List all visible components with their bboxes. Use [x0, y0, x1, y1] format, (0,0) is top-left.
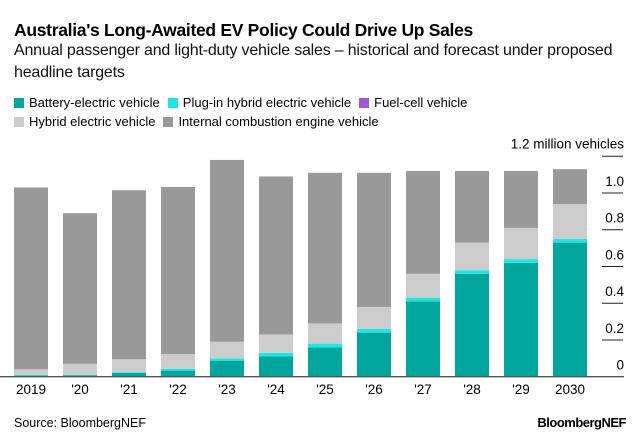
x-tick-label: '23: [218, 382, 236, 397]
legend-item: Battery-electric vehicle: [14, 94, 160, 112]
bar-segment: [553, 242, 587, 377]
bar-segment: [406, 297, 440, 302]
legend-label: Hybrid electric vehicle: [29, 114, 156, 129]
bar-segment: [308, 343, 342, 348]
legend-item: Fuel-cell vehicle: [359, 94, 467, 112]
bar-segment: [210, 358, 244, 361]
legend-swatch: [14, 117, 24, 127]
bar-segment: [455, 273, 489, 377]
x-tick-label: '26: [365, 382, 383, 397]
legend-swatch: [359, 98, 370, 108]
x-tick-label: 2030: [555, 382, 585, 397]
x-tick-label: '21: [120, 382, 138, 397]
legend-swatch: [163, 117, 174, 127]
legend-item: Hybrid electric vehicle: [14, 113, 155, 131]
y-tick-label: 1.0: [605, 174, 624, 189]
bar-segment: [357, 172, 391, 307]
chart-subtitle: Annual passenger and light-duty vehicle …: [14, 42, 613, 81]
y-tick-label: 0: [616, 358, 624, 373]
legend-swatch: [14, 98, 24, 108]
bar-segment: [357, 306, 391, 329]
bar-segment: [308, 347, 342, 377]
bar-segment: [406, 273, 440, 298]
source-note: Source: BloombergNEF: [14, 416, 147, 430]
legend-label: Internal combustion engine vehicle: [178, 114, 379, 129]
bar-segment: [14, 187, 48, 370]
bar-segment: [553, 204, 587, 239]
legend-label: Fuel-cell vehicle: [374, 95, 468, 110]
bar-segment: [553, 169, 587, 205]
bar-segment: [63, 374, 97, 376]
bar-segment: [259, 176, 293, 335]
bar-segment: [504, 170, 538, 228]
x-tick-label: '28: [463, 382, 481, 397]
bar-segment: [553, 238, 587, 243]
y-tick-label: 0.6: [605, 247, 624, 262]
bar-segment: [455, 242, 489, 271]
bar-segment: [406, 301, 440, 377]
bar-segment: [161, 354, 195, 369]
y-axis-label: 1.2 million vehicles: [511, 136, 625, 151]
x-tick-label: '29: [512, 382, 530, 397]
bar-segment: [357, 332, 391, 377]
x-tick-label: '27: [414, 382, 432, 397]
legend-label: Battery-electric vehicle: [29, 95, 160, 110]
bar-segment: [14, 369, 48, 375]
legend-item: Plug-in hybrid electric vehicle: [167, 94, 352, 112]
bar-segment: [455, 170, 489, 243]
bar-segment: [112, 359, 146, 373]
bar-segment: [455, 270, 489, 274]
bar-segment: [210, 159, 244, 342]
x-tick-label: '25: [316, 382, 334, 397]
legend-label: Plug-in hybrid electric vehicle: [182, 95, 352, 110]
bar-segment: [357, 328, 391, 333]
bar-segment: [504, 227, 538, 260]
legend: Battery-electric vehicle Plug-in hybrid e…: [14, 94, 634, 132]
bar-segment: [210, 360, 244, 377]
y-tick-label: 0.4: [605, 284, 624, 299]
x-tick-label: 2019: [16, 382, 46, 397]
bar-segment: [308, 323, 342, 344]
x-tick-label: '24: [267, 382, 285, 397]
x-tick-label: '22: [169, 382, 187, 397]
bloombergnef-logo: BloombergNEF: [537, 415, 626, 430]
legend-swatch: [167, 98, 178, 108]
bar-segment: [112, 372, 146, 374]
x-tick-label: '20: [71, 382, 89, 397]
bar-segment: [259, 334, 293, 353]
bar-segment: [406, 170, 440, 274]
bar-segment: [161, 186, 195, 355]
chart-title: Australia's Long-Awaited EV Policy Could…: [14, 20, 473, 40]
bar-segment: [14, 374, 48, 376]
bar-segment: [161, 368, 195, 371]
bar-segment: [259, 356, 293, 377]
y-tick-label: 0.8: [605, 211, 624, 226]
bar-segment: [63, 213, 97, 364]
bar-segment: [504, 262, 538, 377]
legend-item: Internal combustion engine vehicle: [163, 113, 379, 131]
bar-segment: [112, 190, 146, 360]
bar-segment: [161, 370, 195, 377]
bar-segment: [504, 259, 538, 263]
bar-segment: [63, 363, 97, 375]
bar-segment: [210, 341, 244, 359]
bar-segment: [259, 352, 293, 357]
bar-segment: [112, 373, 146, 377]
y-tick-label: 0.2: [605, 321, 624, 336]
bar-segment: [308, 172, 342, 324]
